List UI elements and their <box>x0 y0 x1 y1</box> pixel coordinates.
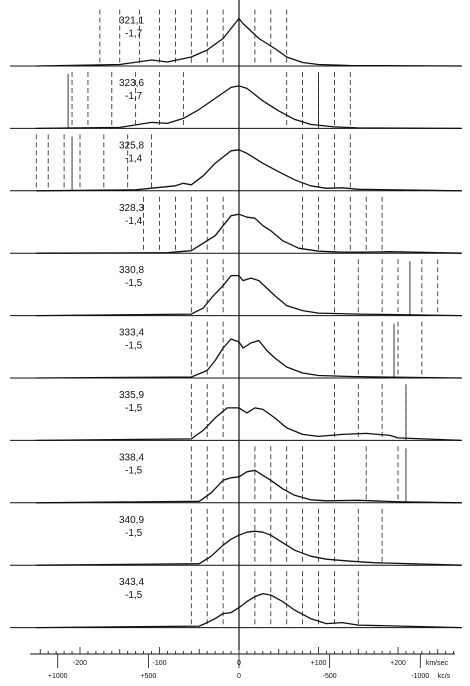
panel-label-line2: -1,5 <box>125 403 143 414</box>
profile-curve <box>36 338 462 379</box>
axis-top-unit: km/sec <box>426 660 449 667</box>
panel-label-line2: -1,5 <box>125 341 143 352</box>
profile-curve <box>36 149 462 192</box>
dashed-reference-lines <box>35 9 439 628</box>
panels: 321,1 -1,7 323,6 -1,7 325,8 -1,4 328,3 -1,4 330,… <box>10 16 462 629</box>
panel-label-line2: -1,7 <box>125 29 143 40</box>
velocity-axis: -200 -1000 +100 +200 km/sec +1000 +500 0 -500 -10… <box>30 647 455 680</box>
axis-bottom-tick-label: +500 <box>140 673 156 680</box>
panel-label-line1: 333,4 <box>119 328 144 339</box>
panel-label-line1: 330,8 <box>119 265 144 276</box>
axis-bottom-tick-label: -1000 <box>411 673 429 680</box>
panel-label-line2: -1,7 <box>125 91 143 102</box>
panel-label-line1: 335,9 <box>119 390 144 401</box>
axis-top-tick-label: +200 <box>390 660 406 667</box>
axis-bottom-tick-label: -500 <box>323 673 337 680</box>
panel-label-line1: 321,1 <box>119 16 144 27</box>
panel-label-line1: 340,9 <box>119 515 144 526</box>
axis-top-tick-label: -100 <box>152 660 166 667</box>
axis-top-tick-label: +100 <box>311 660 327 667</box>
profile-curve <box>36 274 462 317</box>
panel-label-line2: -1,4 <box>125 216 143 227</box>
panel-label-line1: 325,8 <box>119 140 144 151</box>
panel-label-line1: 343,4 <box>119 577 144 588</box>
profile-curve <box>36 407 462 442</box>
panel-label-line2: -1,4 <box>125 153 143 164</box>
panel-label-line1: 323,6 <box>119 78 144 89</box>
panel-label-line2: -1,5 <box>125 465 143 476</box>
profile-curve <box>36 469 462 504</box>
profile-curve <box>36 85 462 130</box>
panel-label-line2: -1,5 <box>125 278 143 289</box>
axis-bottom-unit: kc/s <box>438 673 451 680</box>
profile-curve <box>36 592 462 629</box>
panel-label-line2: -1,5 <box>125 528 143 539</box>
axis-bottom-tick-label: +1000 <box>48 673 68 680</box>
profile-curve <box>36 213 462 254</box>
profile-curve <box>36 530 462 566</box>
axis-top-tick-label: -200 <box>73 660 87 667</box>
axis-bottom-tick-label: 0 <box>237 673 241 680</box>
panel-label-line1: 338,4 <box>119 452 144 463</box>
panel-label-line2: -1,5 <box>125 590 143 601</box>
panel-label-line1: 328,3 <box>119 203 144 214</box>
